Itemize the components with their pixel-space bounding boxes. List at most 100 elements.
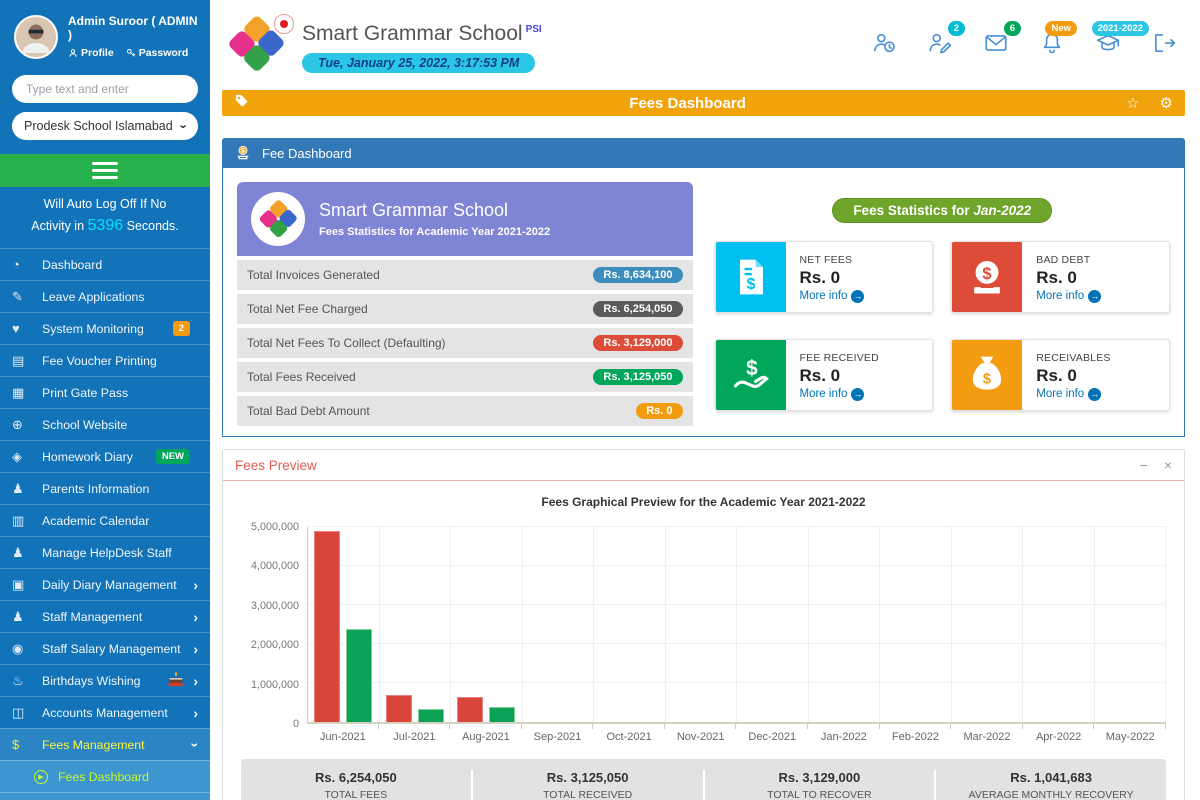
auto-logoff-notice: Will Auto Log Off If No Activity in 5396…	[31, 197, 179, 235]
chart-y-axis: 0 1,000,000 2,000,000 3,000,000 4,000,000 5,0…	[250, 521, 299, 730]
stat-card-fee-received[interactable]: $ FEE RECEIVED Rs. 0 More info →	[714, 339, 934, 411]
money-deposit-icon: $	[237, 145, 249, 160]
sidebar-subitem-fees-dashboard[interactable]: ▶ Fees Dashboard	[0, 760, 210, 793]
menu-toggle-button[interactable]	[0, 154, 210, 187]
sidebar-item-print-gate-pass[interactable]: ▦ Print Gate Pass	[0, 376, 210, 408]
header-icons: 2 6 New 2021-2022	[871, 20, 1177, 61]
row-label: Total Net Fees To Collect (Defaulting)	[247, 336, 446, 350]
sidebar-item-fees-management[interactable]: $ Fees Management ›	[0, 728, 210, 761]
password-link[interactable]: Password	[126, 47, 188, 59]
tag-icon[interactable]	[234, 93, 249, 113]
chart-column-may-2022	[1095, 527, 1166, 722]
sidebar-item-homework-diary[interactable]: ◈ Homework Diary NEW	[0, 440, 210, 472]
row-value-badge: Rs. 3,125,050	[593, 369, 683, 385]
sidebar-subitem-students-invoices[interactable]: ▶Students Invoices	[0, 792, 210, 800]
globe-icon: ⊕	[12, 416, 23, 432]
arrow-circle-icon: →	[851, 289, 865, 303]
fees-preview-title: Fees Preview	[235, 457, 317, 473]
sidebar-item-manage-helpdesk-staff[interactable]: ♟ Manage HelpDesk Staff	[0, 536, 210, 568]
birthday-icon: ♨	[12, 672, 24, 688]
user-clock-icon[interactable]	[871, 30, 897, 61]
stat-card-label: FEE RECEIVED	[799, 351, 879, 364]
money-bag-icon: $	[952, 340, 1023, 410]
chart-column-jul-2021	[380, 527, 451, 722]
chart-column-jun-2021	[308, 527, 380, 722]
icon-badge: New	[1045, 20, 1077, 36]
summary-label: TOTAL TO RECOVER	[767, 789, 872, 800]
arrow-circle-icon: →	[1088, 387, 1102, 401]
summary-value: Rs. 3,129,000	[778, 770, 861, 785]
sidebar-item-school-website[interactable]: ⊕ School Website	[0, 408, 210, 440]
stat-card-receivables[interactable]: $ RECEIVABLES Rs. 0 More info →	[951, 339, 1170, 411]
svg-text:$: $	[241, 149, 245, 155]
row-label: Total Invoices Generated	[247, 268, 380, 282]
fees-total-row-total-net-fees-to-collect-defaulting: Total Net Fees To Collect (Defaulting) Rs…	[237, 328, 693, 358]
page-title: Fees Dashboard	[629, 94, 746, 112]
logoff-seconds: 5396	[87, 217, 124, 235]
x-tick-label: Oct-2021	[593, 724, 665, 743]
more-info-link[interactable]: More info →	[1036, 289, 1102, 303]
monitoring-icon: ♥	[12, 321, 20, 337]
sidebar-item-dashboard[interactable]: ◔ Dashboard	[0, 248, 210, 280]
sidebar-item-label: Birthdays Wishing	[42, 673, 141, 688]
profile-link[interactable]: Profile	[68, 47, 114, 59]
x-tick-label: May-2022	[1094, 724, 1166, 743]
stat-card-net-fees[interactable]: $ NET FEES Rs. 0 More info →	[714, 241, 934, 313]
graduation-cap-icon[interactable]: 2021-2022	[1091, 20, 1149, 61]
chart-column-feb-2022	[880, 527, 952, 722]
summary-total-fees: Rs. 6,254,050 TOTAL FEES	[241, 770, 473, 800]
user-name: Admin Suroor ( ADMIN )	[68, 14, 198, 42]
sidebar-item-academic-calendar[interactable]: ▥ Academic Calendar	[0, 504, 210, 536]
leave-icon: ✎	[12, 288, 23, 304]
page-school-title: Smart Grammar School PSI	[302, 22, 542, 46]
avatar[interactable]	[14, 14, 58, 59]
svg-text:$: $	[983, 265, 992, 283]
fees-total-row-total-invoices-generated: Total Invoices Generated Rs. 8,634,100	[237, 260, 693, 290]
sidebar-item-staff-salary-management[interactable]: ◉ Staff Salary Management ›	[0, 632, 210, 664]
sidebar-item-system-monitoring[interactable]: ♥ System Monitoring 2	[0, 312, 210, 344]
main-content: Smart Grammar School PSI Tue, January 25,…	[210, 0, 1200, 800]
fees-totals-list: Total Invoices Generated Rs. 8,634,100 Tot…	[237, 260, 693, 426]
chart-column-dec-2021	[737, 527, 809, 722]
user-edit-icon[interactable]: 2	[927, 20, 965, 61]
sidebar-item-daily-diary-management[interactable]: ▣ Daily Diary Management ›	[0, 568, 210, 600]
x-tick-label: Feb-2022	[880, 724, 952, 743]
settings-gears-icon[interactable]: ⚙	[1159, 95, 1173, 112]
chart-plot-area	[307, 526, 1166, 724]
sidebar-item-fee-voucher-printing[interactable]: ▤ Fee Voucher Printing	[0, 344, 210, 376]
school-name: Smart Grammar School	[302, 22, 523, 45]
sidebar-item-birthdays-wishing[interactable]: ♨ Birthdays Wishing ›	[0, 664, 210, 696]
calendar-icon: ▥	[12, 512, 25, 528]
school-select[interactable]: Prodesk School Islamabad ›	[12, 112, 198, 140]
sidebar-search-input[interactable]	[12, 75, 198, 103]
more-info-link[interactable]: More info →	[799, 289, 865, 303]
page-banner: Fees Dashboard ☆ ⚙	[222, 90, 1185, 116]
sidebar-item-leave-applications[interactable]: ✎ Leave Applications	[0, 280, 210, 312]
mail-icon[interactable]: 6	[983, 20, 1021, 61]
chevron-down-icon: ›	[176, 123, 192, 129]
svg-text:$: $	[746, 357, 758, 380]
bar-total-received-jul-2021	[417, 709, 444, 722]
stat-card-label: RECEIVABLES	[1036, 351, 1111, 364]
sidebar-item-staff-management[interactable]: ♟ Staff Management ›	[0, 600, 210, 632]
arrow-circle-icon: →	[851, 387, 865, 401]
stat-card-value: Rs. 0	[799, 365, 841, 385]
sidebar-item-parents-information[interactable]: ♟ Parents Information	[0, 472, 210, 504]
stat-card-bad-debt[interactable]: $ BAD DEBT Rs. 0 More info →	[951, 241, 1170, 313]
more-info-link[interactable]: More info →	[1036, 387, 1102, 401]
x-tick-label: Sep-2021	[522, 724, 594, 743]
favorite-star-icon[interactable]: ☆	[1126, 95, 1140, 112]
fees-total-row-total-bad-debt-amount: Total Bad Debt Amount Rs. 0	[237, 396, 693, 426]
key-icon	[126, 48, 135, 57]
collapse-icon[interactable]: −	[1139, 457, 1148, 473]
close-icon[interactable]: ×	[1163, 457, 1172, 473]
more-info-link[interactable]: More info →	[799, 387, 865, 401]
x-tick-label: Mar-2022	[951, 724, 1023, 743]
bar-total-fees-jul-2021	[385, 694, 412, 722]
sidebar-item-accounts-management[interactable]: ◫ Accounts Management ›	[0, 696, 210, 728]
stat-card-value: Rs. 0	[799, 267, 841, 287]
bell-icon[interactable]: New	[1039, 20, 1077, 61]
logout-icon[interactable]	[1151, 30, 1177, 61]
